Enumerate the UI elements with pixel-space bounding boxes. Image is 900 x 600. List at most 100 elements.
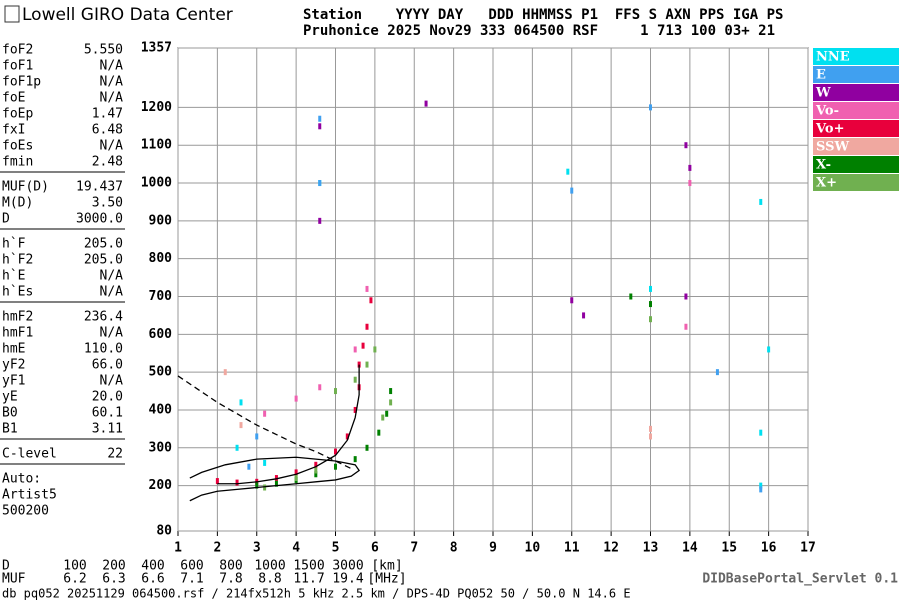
param-value: N/A xyxy=(100,139,124,154)
param-name: yE xyxy=(2,390,18,405)
echo xyxy=(570,187,574,194)
echo xyxy=(365,361,369,368)
muf-value: 7.1 xyxy=(180,572,203,587)
echo xyxy=(215,478,219,485)
param-name: h`F2 xyxy=(2,253,33,268)
echo xyxy=(314,467,318,474)
param-value: N/A xyxy=(100,326,124,341)
x-tick-label: 2 xyxy=(213,541,221,556)
param-name: foF1 xyxy=(2,59,33,74)
echo xyxy=(424,100,428,107)
x-tick-label: 14 xyxy=(682,541,698,556)
echo xyxy=(361,342,365,349)
auto-text: Auto: xyxy=(2,472,41,487)
param-name: foEs xyxy=(2,139,33,154)
x-tick-label: 7 xyxy=(410,541,418,556)
y-tick-label: 1100 xyxy=(141,138,172,153)
echo xyxy=(688,180,692,187)
d-value: 1500 xyxy=(293,559,324,574)
legend-swatch xyxy=(813,66,899,83)
echo xyxy=(239,399,243,406)
x-tick-label: 17 xyxy=(800,541,816,556)
y-tick-label: 1357 xyxy=(141,41,172,56)
param-name: B1 xyxy=(2,422,18,437)
y-tick-label: 400 xyxy=(149,402,173,417)
echo xyxy=(294,395,298,402)
echo xyxy=(649,433,652,440)
param-value: 22 xyxy=(107,447,123,462)
x-tick-label: 6 xyxy=(371,541,379,556)
echo xyxy=(318,123,322,130)
echo xyxy=(334,448,337,455)
muf-value: 6.6 xyxy=(141,572,164,587)
d-value: 3000 xyxy=(332,559,363,574)
d-value: [km] xyxy=(371,559,402,574)
muf-value: 11.7 xyxy=(293,572,324,587)
echo xyxy=(345,433,349,440)
echo xyxy=(377,429,381,436)
legend-label: X- xyxy=(816,158,831,173)
param-name: B0 xyxy=(2,406,18,421)
muf-value: 6.3 xyxy=(102,572,125,587)
d-value: 100 xyxy=(63,559,86,574)
muf-value: [MHz] xyxy=(367,572,406,587)
x-tick-label: 12 xyxy=(603,541,619,556)
param-value: 205.0 xyxy=(84,253,123,268)
echo xyxy=(684,323,688,330)
echo xyxy=(294,475,298,482)
echo xyxy=(318,180,322,187)
param-name: hmF1 xyxy=(2,326,33,341)
legend-label: X+ xyxy=(816,176,837,191)
y-tick-label: 500 xyxy=(149,365,173,380)
echo xyxy=(263,484,267,491)
station-header: Station YYYY DAY DDD HHMMSS P1 FFS S AXN… xyxy=(303,7,783,23)
x-tick-label: 13 xyxy=(643,541,659,556)
d-value: 1000 xyxy=(254,559,285,574)
d-value: 800 xyxy=(219,559,242,574)
legend-label: Vo+ xyxy=(815,122,844,137)
echo xyxy=(570,297,574,304)
echo xyxy=(759,198,763,205)
echo xyxy=(255,433,259,440)
echo xyxy=(369,297,373,304)
y-tick-label: 800 xyxy=(149,251,173,266)
muf-label: MUF xyxy=(2,572,26,587)
footer: db pq052 20251129 064500.rsf / 214fx512h… xyxy=(2,587,631,600)
echo xyxy=(314,471,318,478)
legend-swatch xyxy=(813,138,899,155)
param-name: h`F xyxy=(2,237,26,252)
param-value: N/A xyxy=(100,59,124,74)
legend-label: Vo- xyxy=(815,104,839,119)
echo xyxy=(353,406,357,413)
echo xyxy=(353,376,357,383)
param-value: 3.11 xyxy=(92,422,123,437)
echo xyxy=(353,346,357,353)
muf-value: 6.2 xyxy=(63,572,86,587)
station-values: Pruhonice 2025 Nov29 333 064500 RSF 1 71… xyxy=(303,23,775,39)
legend-label: E xyxy=(816,68,826,83)
echo xyxy=(235,479,239,486)
auto-text: 500200 xyxy=(2,504,49,519)
param-name: h`E xyxy=(2,269,25,284)
param-value: 205.0 xyxy=(84,237,123,252)
echo xyxy=(314,461,318,468)
param-value: 3000.0 xyxy=(76,212,123,227)
y-tick-label: 1000 xyxy=(141,176,172,191)
d-label: D xyxy=(2,559,10,574)
legend-label: SSW xyxy=(816,140,849,155)
echo xyxy=(263,459,267,466)
echo xyxy=(381,414,385,421)
echo xyxy=(274,475,278,482)
y-tick-label: 300 xyxy=(149,440,173,455)
legend-swatch xyxy=(813,174,899,191)
echo xyxy=(649,104,652,111)
param-value: 2.48 xyxy=(92,155,123,170)
echo xyxy=(294,469,298,476)
echo xyxy=(353,456,357,463)
legend-swatch xyxy=(813,48,899,65)
echo xyxy=(649,425,652,432)
profile-line xyxy=(217,364,360,485)
echo xyxy=(684,142,688,149)
param-value: 5.550 xyxy=(84,43,123,58)
